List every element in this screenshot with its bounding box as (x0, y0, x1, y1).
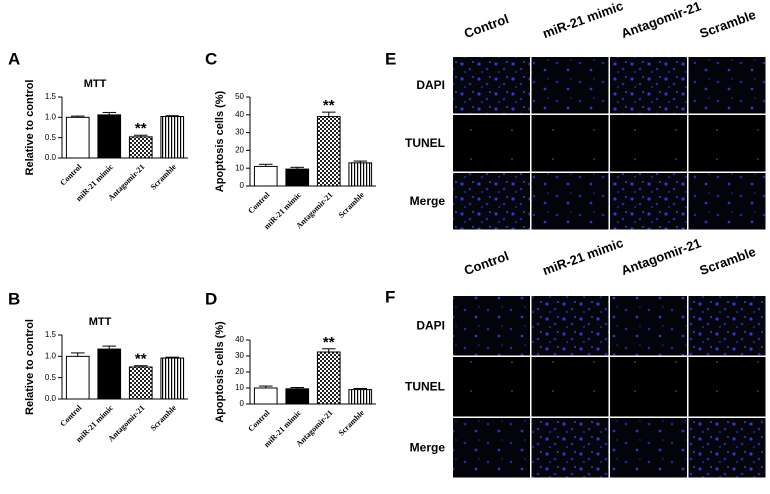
bar (128, 366, 153, 400)
y-tick-label: 30 (235, 128, 244, 137)
y-tick-label: 20 (235, 146, 244, 155)
micrograph (453, 357, 530, 417)
bar (97, 114, 122, 159)
micrograph (531, 418, 609, 478)
y-tick-label: 10 (235, 383, 244, 392)
y-tick-label: 0.0 (45, 153, 57, 162)
micrograph (531, 296, 609, 356)
y-tick-label: 0.0 (45, 394, 57, 403)
bar (285, 168, 310, 187)
micrograph (531, 115, 609, 172)
bar (160, 357, 185, 400)
bar (316, 116, 341, 187)
x-tick-label: Control (246, 190, 272, 216)
micrograph (610, 115, 687, 172)
micrograph (453, 115, 530, 172)
y-tick-label: 1.0 (45, 112, 57, 121)
y-tick-label: 20 (235, 367, 244, 376)
significance: ** (135, 351, 147, 368)
column-label: Antagomir-21 (619, 0, 703, 41)
y-axis-label: Relative to control (24, 319, 36, 415)
y-tick-label: 50 (235, 92, 244, 101)
column-label: Antagomir-21 (619, 235, 703, 278)
y-tick-label: 0 (240, 181, 245, 190)
micrograph (610, 173, 687, 230)
y-tick-label: 40 (235, 335, 244, 344)
bar (348, 162, 373, 187)
micrograph (610, 418, 687, 478)
panel-letter: A (8, 49, 20, 68)
chart-title: MTT (84, 78, 107, 90)
x-tick-label: Scramble (149, 403, 179, 433)
bar (348, 389, 373, 405)
micrograph (688, 115, 766, 172)
micrograph (610, 57, 687, 114)
row-label: DAPI (416, 319, 445, 333)
row-label: TUNEL (405, 136, 445, 150)
micrograph (688, 357, 766, 417)
bar (128, 136, 153, 159)
bar (65, 355, 90, 400)
bar (253, 387, 278, 405)
column-label: Control (462, 248, 511, 278)
panel-letter: D (205, 289, 217, 308)
column-label: Scramble (698, 7, 758, 41)
chart-title: MTT (89, 316, 112, 328)
row-label: Merge (410, 194, 446, 208)
x-tick-label: Control (58, 162, 84, 188)
micrograph (453, 57, 530, 114)
x-tick-label: Scramble (337, 190, 367, 220)
significance: ** (323, 334, 335, 351)
x-tick-label: Scramble (149, 162, 179, 192)
row-label: TUNEL (405, 380, 445, 394)
micrograph (688, 296, 766, 356)
micrograph (453, 173, 530, 230)
y-axis-label: Apoptosis cells (%) (214, 321, 226, 423)
y-tick-label: 0.5 (45, 133, 57, 142)
x-tick-label: Scramble (337, 408, 367, 438)
micrograph (688, 418, 766, 478)
row-label: Merge (410, 441, 446, 455)
x-tick-label: Control (58, 403, 84, 429)
micrograph (610, 357, 687, 417)
bar (65, 116, 90, 159)
micrograph (610, 296, 687, 356)
micrograph (453, 418, 530, 478)
y-tick-label: 10 (235, 163, 244, 172)
bar (285, 388, 310, 405)
bar (160, 116, 185, 159)
micrograph (531, 357, 609, 417)
panel-letter: F (385, 287, 395, 306)
significance: ** (323, 97, 335, 114)
y-tick-label: 0 (240, 399, 245, 408)
panels: A MTT Relative to control 0.0 0.5 1.0 1.5 Contr… (8, 0, 766, 478)
micrograph (531, 57, 609, 114)
y-tick-label: 0.5 (45, 373, 57, 382)
x-tick-label: Control (246, 408, 272, 434)
y-tick-label: 30 (235, 351, 244, 360)
bar (253, 165, 278, 187)
micrograph (531, 173, 609, 230)
significance: ** (135, 120, 147, 137)
bar (316, 351, 341, 405)
panel-letter: B (8, 289, 20, 308)
panel-letter: C (205, 49, 217, 68)
micrograph (453, 296, 530, 356)
panel-letter: E (385, 49, 396, 68)
y-tick-label: 1.0 (45, 351, 57, 360)
bar (97, 348, 122, 400)
row-label: DAPI (416, 78, 445, 92)
column-label: miR-21 mimic (541, 0, 626, 41)
y-axis-label: Apoptosis cells (%) (214, 90, 226, 192)
y-tick-label: 40 (235, 110, 244, 119)
column-label: miR-21 mimic (541, 235, 626, 278)
y-tick-label: 1.5 (45, 92, 57, 101)
micrograph (688, 57, 766, 114)
column-label: Control (462, 11, 511, 41)
column-label: Scramble (698, 244, 758, 278)
y-tick-label: 1.5 (45, 330, 57, 339)
micrograph (688, 173, 766, 230)
y-axis-label: Relative to control (24, 80, 36, 176)
